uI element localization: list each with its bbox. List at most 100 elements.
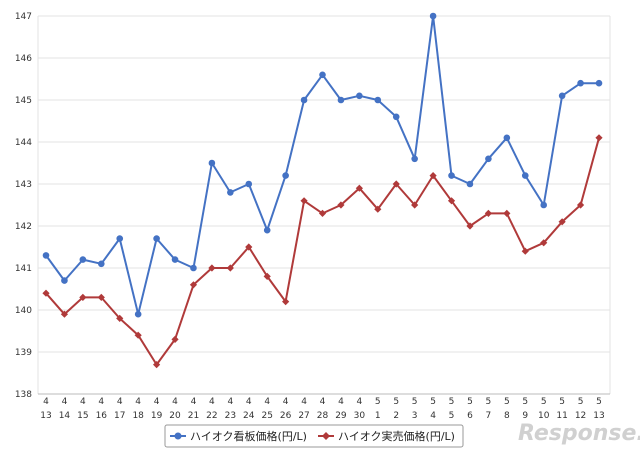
x-tick-day: 10 [538, 411, 550, 421]
series-2-point [97, 293, 105, 301]
legend-series-1-label: ハイオク看板価格(円/L) [190, 429, 307, 443]
x-tick-day: 4 [430, 411, 436, 421]
x-tick-month: 5 [504, 397, 510, 407]
x-tick-month: 4 [154, 397, 160, 407]
x-tick-day: 21 [188, 411, 199, 421]
x-tick-day: 6 [467, 411, 473, 421]
x-tick-day: 2 [393, 411, 399, 421]
x-tick-month: 5 [412, 397, 418, 407]
y-tick-label: 144 [15, 138, 32, 148]
x-tick-day: 13 [593, 411, 604, 421]
legend-series-2-marker [322, 432, 330, 440]
series-2-point [411, 201, 419, 209]
series-2-point [447, 197, 456, 205]
series-1-point [356, 92, 363, 100]
x-tick-month: 5 [393, 397, 399, 407]
legend-box [164, 424, 464, 448]
series-2-point [208, 264, 216, 272]
x-tick-day: 20 [169, 411, 181, 421]
x-tick-day: 14 [59, 411, 71, 421]
x-tick-month: 4 [227, 397, 233, 407]
x-tick-day: 23 [225, 411, 236, 421]
x-tick-day: 22 [206, 411, 217, 421]
series-1-point [558, 92, 566, 100]
series-1-point [227, 189, 234, 196]
x-tick-day: 25 [261, 411, 272, 421]
x-tick-day: 18 [132, 411, 144, 421]
series-2-point [116, 314, 124, 322]
x-tick-month: 4 [191, 397, 197, 407]
series-1-point [300, 96, 308, 104]
series-2-point [153, 361, 161, 369]
series-1-point [466, 180, 474, 188]
series-1-point [134, 310, 142, 318]
series-1-point [577, 79, 584, 87]
series-1-point [521, 172, 529, 179]
series-2-point [466, 222, 474, 230]
x-tick-month: 5 [486, 397, 492, 407]
series-2-point [595, 134, 603, 142]
x-tick-day: 30 [354, 411, 366, 421]
series-2-point [374, 205, 382, 213]
x-tick-month: 5 [541, 397, 547, 407]
x-tick-day: 28 [317, 411, 329, 421]
y-tick-label: 142 [15, 222, 32, 232]
series-1-point [42, 252, 50, 259]
series-1-point [153, 235, 160, 242]
series-2-point [263, 272, 271, 280]
x-tick-month: 5 [578, 397, 584, 407]
response-watermark: Response. [518, 421, 640, 446]
x-tick-day: 17 [114, 411, 125, 421]
x-tick-month: 4 [62, 397, 68, 407]
x-tick-day: 7 [486, 411, 492, 421]
legend-series-1-marker [174, 432, 182, 440]
series-1-point [98, 260, 105, 268]
series-2-point [521, 247, 529, 255]
series-1-point [595, 79, 603, 87]
series-2-point [540, 239, 548, 247]
series-2-point [134, 331, 142, 339]
x-tick-day: 19 [151, 411, 163, 421]
series-2-point [484, 209, 492, 217]
x-tick-month: 4 [209, 397, 215, 407]
series-2-point [60, 310, 69, 318]
series-2-point [558, 218, 566, 226]
y-tick-label: 138 [15, 390, 32, 400]
series-markers [42, 12, 603, 369]
series-2-point [171, 335, 179, 343]
series-1-point [282, 172, 289, 179]
x-tick-month: 4 [172, 397, 178, 407]
x-tick-month: 4 [43, 397, 49, 407]
series-1-line [45, 15, 599, 316]
series-2-point [318, 209, 327, 217]
x-tick-month: 5 [559, 397, 565, 407]
series-2-point [226, 264, 234, 272]
series-2-point [189, 281, 198, 289]
grid-lines [37, 15, 611, 395]
y-tick-label: 141 [15, 264, 32, 274]
series-2-point [245, 243, 253, 251]
x-tick-month: 4 [338, 397, 344, 407]
x-tick-day: 3 [412, 411, 418, 421]
series-2-point [42, 289, 50, 297]
y-tick-label: 139 [15, 348, 32, 358]
x-tick-month: 5 [375, 397, 381, 407]
legend: ハイオク看板価格(円/L) ハイオク実売価格(円/L) [164, 424, 464, 448]
x-tick-day: 29 [335, 411, 347, 421]
x-tick-day: 5 [449, 411, 455, 421]
series-1-point [337, 96, 345, 104]
x-tick-month: 5 [522, 397, 528, 407]
series-2-point [300, 197, 308, 205]
x-tick-day: 24 [243, 411, 255, 421]
series-1-point [448, 172, 455, 179]
series-1-point [429, 12, 437, 20]
x-tick-day: 12 [575, 411, 586, 421]
series-1-point [171, 256, 179, 263]
y-tick-label: 143 [15, 180, 32, 190]
series-1-point [245, 180, 253, 188]
series-1-point [79, 256, 87, 263]
x-tick-month: 4 [135, 397, 141, 407]
series-2-point [337, 201, 345, 209]
x-tick-month: 4 [246, 397, 252, 407]
